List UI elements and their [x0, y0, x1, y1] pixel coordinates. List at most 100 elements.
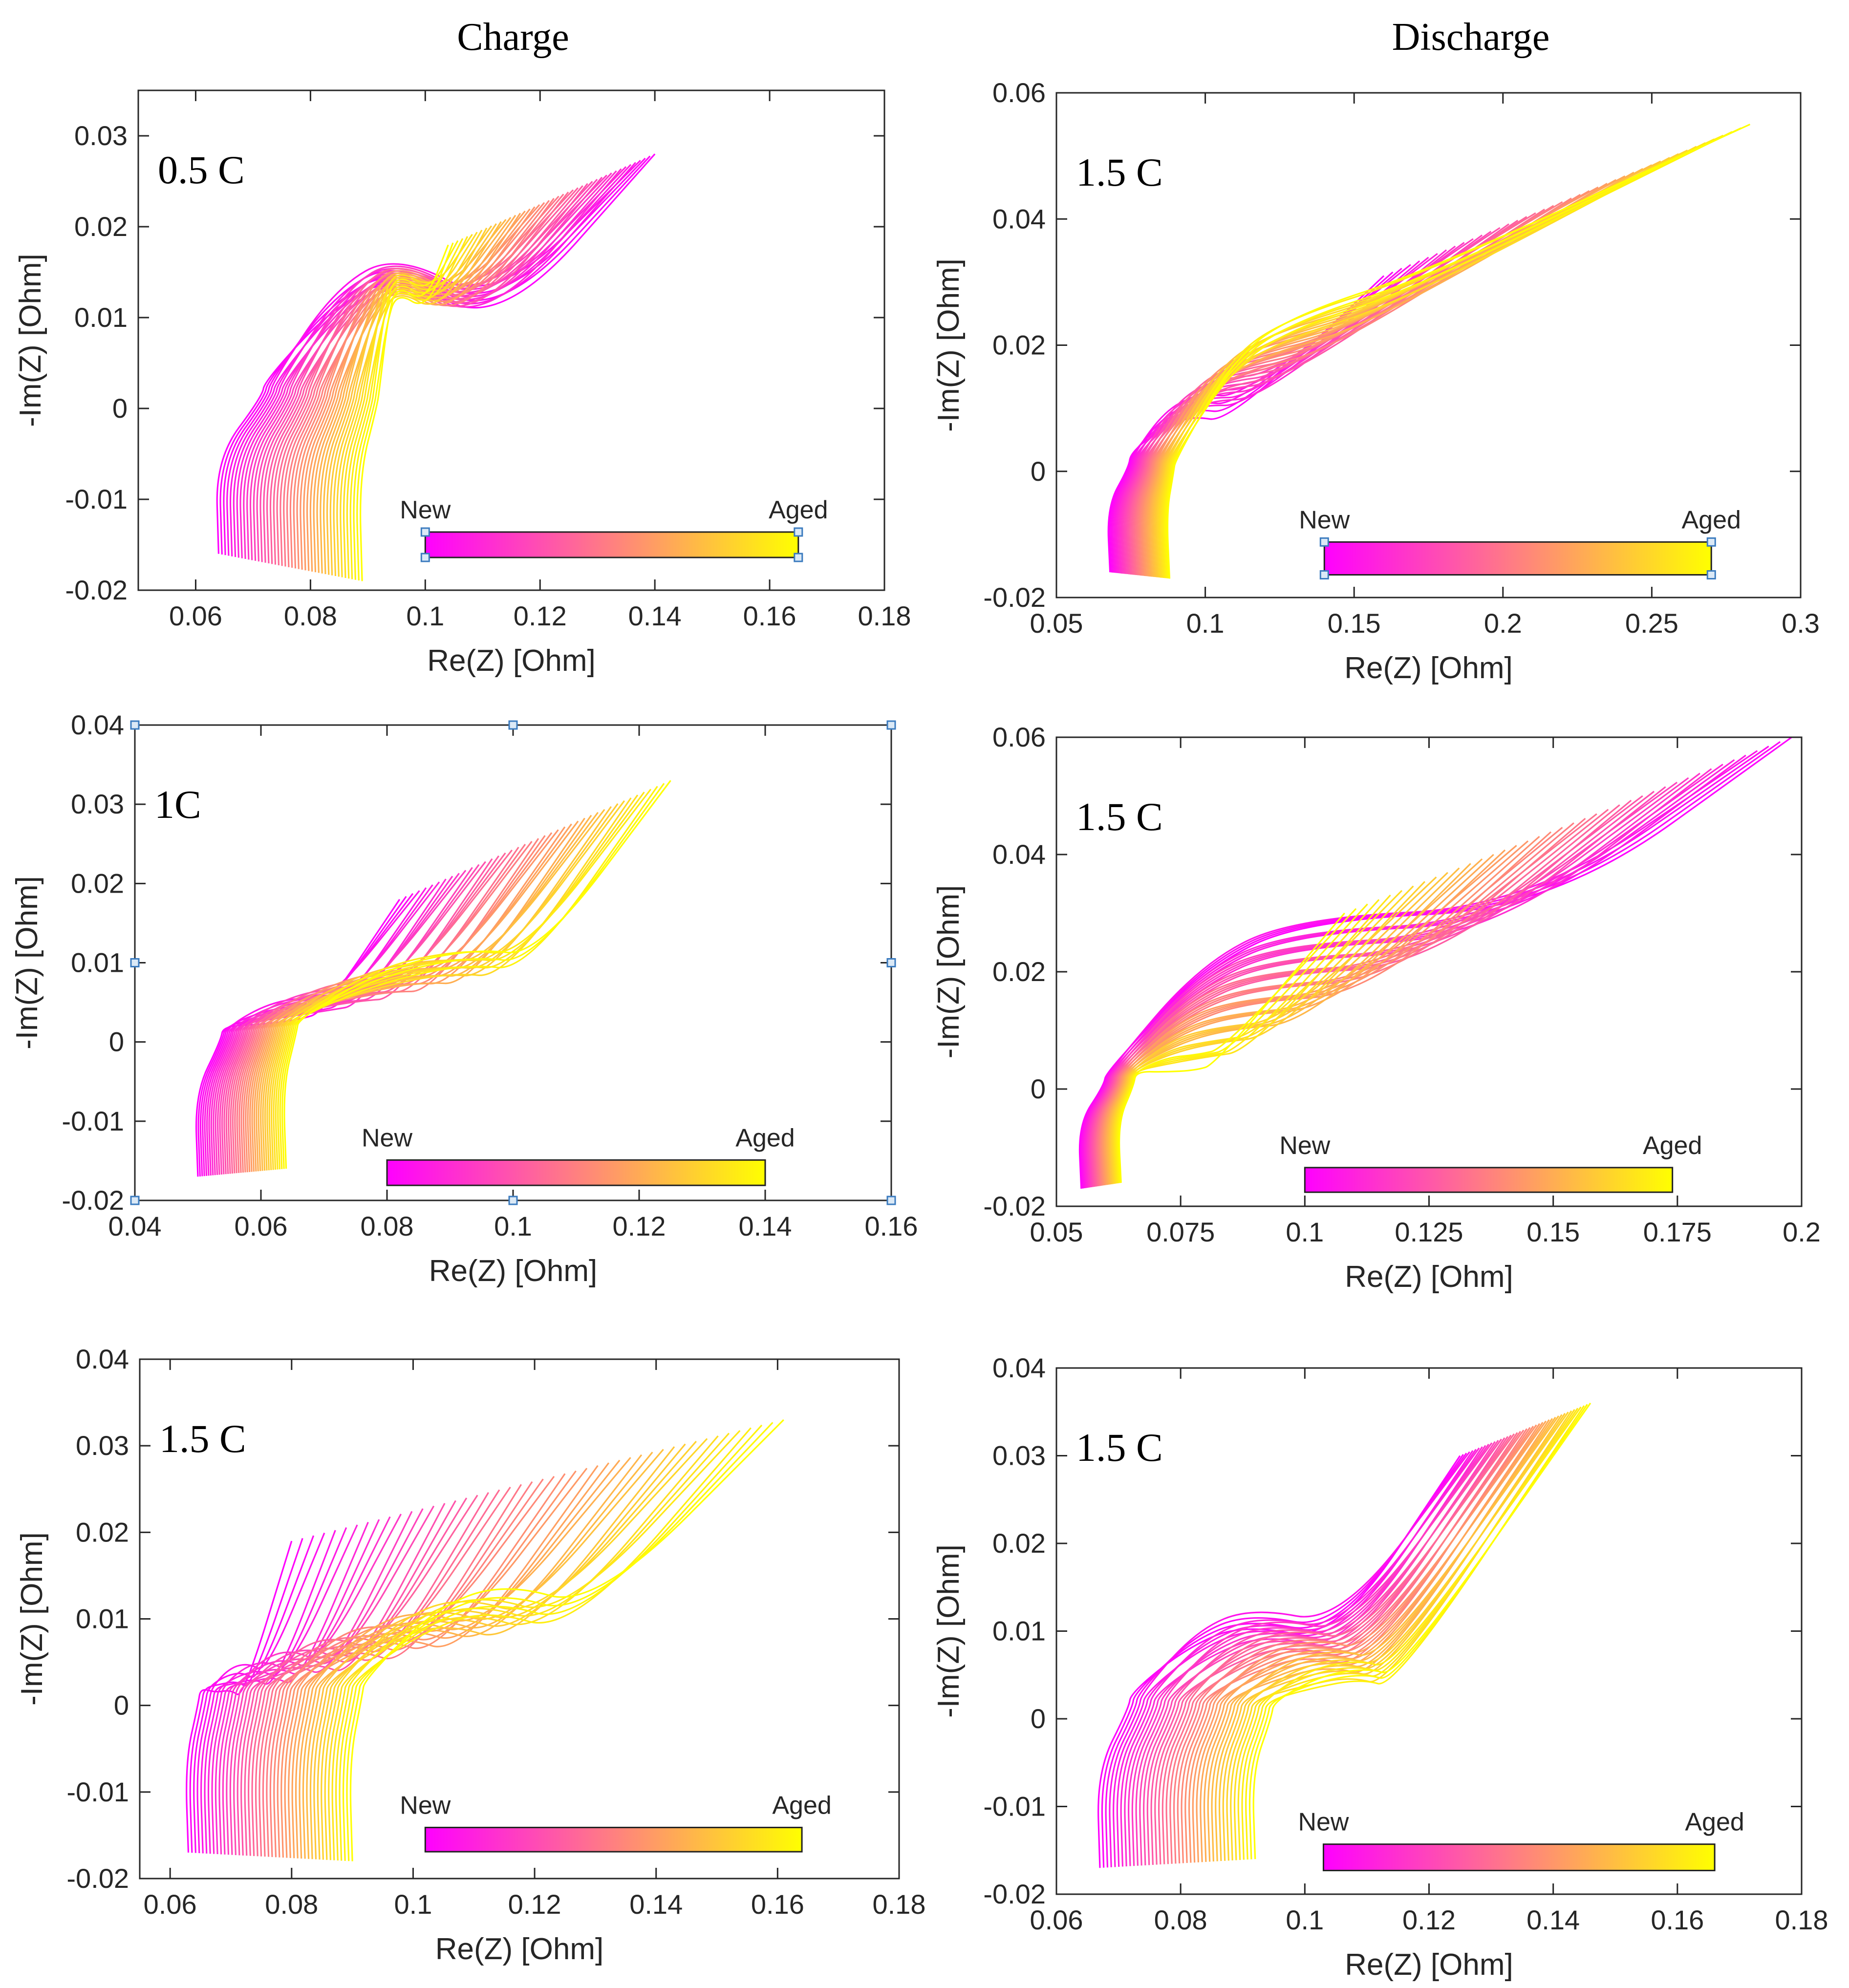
- x-tick-label: 0.14: [1526, 1904, 1580, 1935]
- series-line: [230, 852, 506, 1174]
- series-line: [1135, 205, 1554, 576]
- series-line: [1149, 168, 1643, 577]
- x-tick-label: 0.18: [873, 1889, 926, 1920]
- series-line: [336, 230, 483, 577]
- series-line: [1164, 131, 1733, 578]
- series-line: [329, 225, 493, 576]
- series-line: [1087, 772, 1700, 1188]
- colorbar-new-label: New: [400, 1791, 451, 1819]
- series-line: [340, 232, 478, 577]
- y-tick-label: 0: [1031, 456, 1046, 487]
- series-line: [204, 1527, 347, 1854]
- x-tick-label: 0.16: [743, 600, 796, 631]
- colorbar-aged-label: Aged: [1682, 506, 1741, 534]
- y-tick-label: -0.01: [62, 1106, 124, 1136]
- series-line: [1094, 804, 1620, 1187]
- series-line: [1200, 1420, 1547, 1862]
- selection-handle: [1706, 537, 1716, 547]
- selection-handle: [420, 527, 430, 537]
- series-line: [1083, 754, 1746, 1188]
- selection-handle: [130, 1196, 140, 1205]
- colorbar-aged-label: Aged: [1685, 1808, 1744, 1837]
- y-axis-label: -Im(Z) [Ohm]: [15, 1532, 49, 1706]
- x-tick-label: 0.06: [169, 600, 222, 631]
- x-tick-label: 0.1: [1186, 608, 1225, 639]
- series-line: [1122, 238, 1474, 574]
- series-line: [1145, 179, 1617, 577]
- x-tick-label: 0.1: [394, 1889, 432, 1920]
- column-title-charge: Charge: [457, 16, 569, 59]
- series-group: [216, 153, 656, 581]
- x-tick-label: 0.16: [751, 1889, 804, 1920]
- x-tick-label: 0.12: [613, 1211, 666, 1241]
- series-line: [1114, 895, 1391, 1184]
- series-line: [213, 876, 453, 1176]
- series-line: [1173, 1430, 1525, 1864]
- y-tick-label: 0.04: [76, 1344, 129, 1374]
- x-tick-label: 0.18: [1775, 1904, 1828, 1935]
- series-line: [302, 1454, 643, 1859]
- series-line: [251, 1492, 489, 1856]
- y-tick-label: 0.03: [76, 1430, 129, 1461]
- series-line: [326, 223, 497, 575]
- series-group: [195, 780, 671, 1177]
- series-line: [1134, 209, 1545, 576]
- y-tick-label: 0.03: [71, 789, 124, 819]
- x-tick-label: 0.12: [508, 1889, 561, 1920]
- series-group: [186, 1419, 784, 1861]
- series-line: [236, 1503, 446, 1856]
- series-line: [1218, 1414, 1563, 1861]
- series-line: [1151, 164, 1653, 577]
- selection-handle: [886, 720, 896, 730]
- selection-handle: [794, 553, 803, 562]
- series-line: [281, 783, 665, 1169]
- y-tick-label: -0.01: [65, 484, 128, 514]
- series-line: [219, 867, 473, 1175]
- series-line: [1116, 253, 1438, 574]
- series-line: [1089, 782, 1678, 1187]
- y-tick-label: 0.06: [992, 77, 1046, 108]
- x-tick-label: 0.2: [1484, 608, 1522, 639]
- colorbar: [1304, 1167, 1674, 1193]
- series-line: [286, 198, 555, 567]
- selection-handle: [130, 958, 140, 967]
- series-line: [324, 1438, 708, 1860]
- y-tick-label: -0.02: [62, 1185, 124, 1216]
- series-line: [1140, 190, 1590, 576]
- y-tick-label: 0.02: [76, 1517, 129, 1547]
- column-title-discharge: Discharge: [1392, 16, 1550, 59]
- series-line: [283, 780, 671, 1169]
- series-line: [1093, 799, 1632, 1187]
- series-line: [1161, 1433, 1515, 1864]
- series-line: [226, 1511, 413, 1855]
- colorbar-aged-label: Aged: [769, 496, 828, 524]
- series-line: [228, 855, 500, 1174]
- series-line: [1248, 1404, 1588, 1860]
- series-line: [1118, 912, 1345, 1183]
- series-line: [1146, 1438, 1502, 1865]
- selection-handle: [794, 527, 803, 537]
- colorbar-aged-label: Aged: [772, 1791, 831, 1819]
- series-line: [1233, 1409, 1575, 1860]
- series-line: [353, 240, 459, 580]
- selection-handle: [1319, 537, 1329, 547]
- x-tick-label: 0.18: [858, 600, 911, 631]
- x-tick-label: 0.16: [865, 1211, 918, 1241]
- series-line: [323, 221, 502, 575]
- series-line: [1113, 260, 1420, 573]
- series-line: [1086, 768, 1712, 1188]
- colorbar-new-label: New: [1298, 1808, 1349, 1837]
- y-tick-label: 0: [109, 1026, 124, 1057]
- selection-handle: [130, 720, 140, 730]
- series-line: [1113, 1450, 1474, 1867]
- series-line: [349, 1419, 784, 1861]
- colorbar-new-label: New: [400, 496, 451, 524]
- series-line: [266, 185, 583, 564]
- y-tick-label: 0.04: [992, 1352, 1046, 1383]
- x-axis-label: Re(Z) [Ohm]: [427, 644, 595, 678]
- series-line: [296, 204, 540, 569]
- series-line: [240, 1500, 456, 1856]
- series-line: [1105, 1453, 1467, 1868]
- y-tick-label: 0.02: [992, 1528, 1046, 1559]
- series-line: [1101, 1454, 1464, 1868]
